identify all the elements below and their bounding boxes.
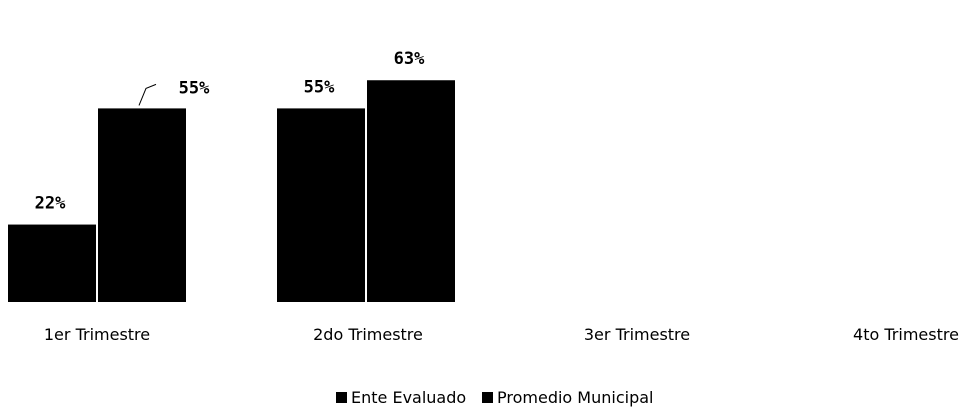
legend-label-2: Promedio Municipal xyxy=(497,388,653,407)
legend-swatch-2 xyxy=(482,392,493,403)
value-label-ente-evaluado-2: 55% xyxy=(304,77,335,97)
category-label-1: 1er Trimestre xyxy=(44,325,150,344)
bar-promedio-municipal-1 xyxy=(98,108,186,303)
bars-layer xyxy=(8,80,455,303)
leader-line xyxy=(138,83,157,106)
value-label-ente-evaluado-1: 22% xyxy=(35,194,66,214)
bar-ente-evaluado-2 xyxy=(277,108,365,303)
value-label-promedio-municipal-2: 63% xyxy=(394,49,425,69)
legend-swatch-1 xyxy=(336,392,347,403)
legend: Ente Evaluado Promedio Municipal xyxy=(336,388,653,407)
legend-label-1: Ente Evaluado xyxy=(351,388,466,407)
category-labels-layer: 1er Trimestre 2do Trimestre 3er Trimestre 4… xyxy=(44,325,959,344)
category-label-4: 4to Trimestre xyxy=(853,325,959,344)
bar-ente-evaluado-1 xyxy=(8,224,96,302)
value-labels-layer: 22% 55% 55% 63% xyxy=(35,49,425,213)
value-label-promedio-municipal-1: 55% xyxy=(179,78,210,98)
category-label-3: 3er Trimestre xyxy=(584,325,690,344)
category-label-2: 2do Trimestre xyxy=(313,325,423,344)
bar-promedio-municipal-2 xyxy=(367,80,455,303)
